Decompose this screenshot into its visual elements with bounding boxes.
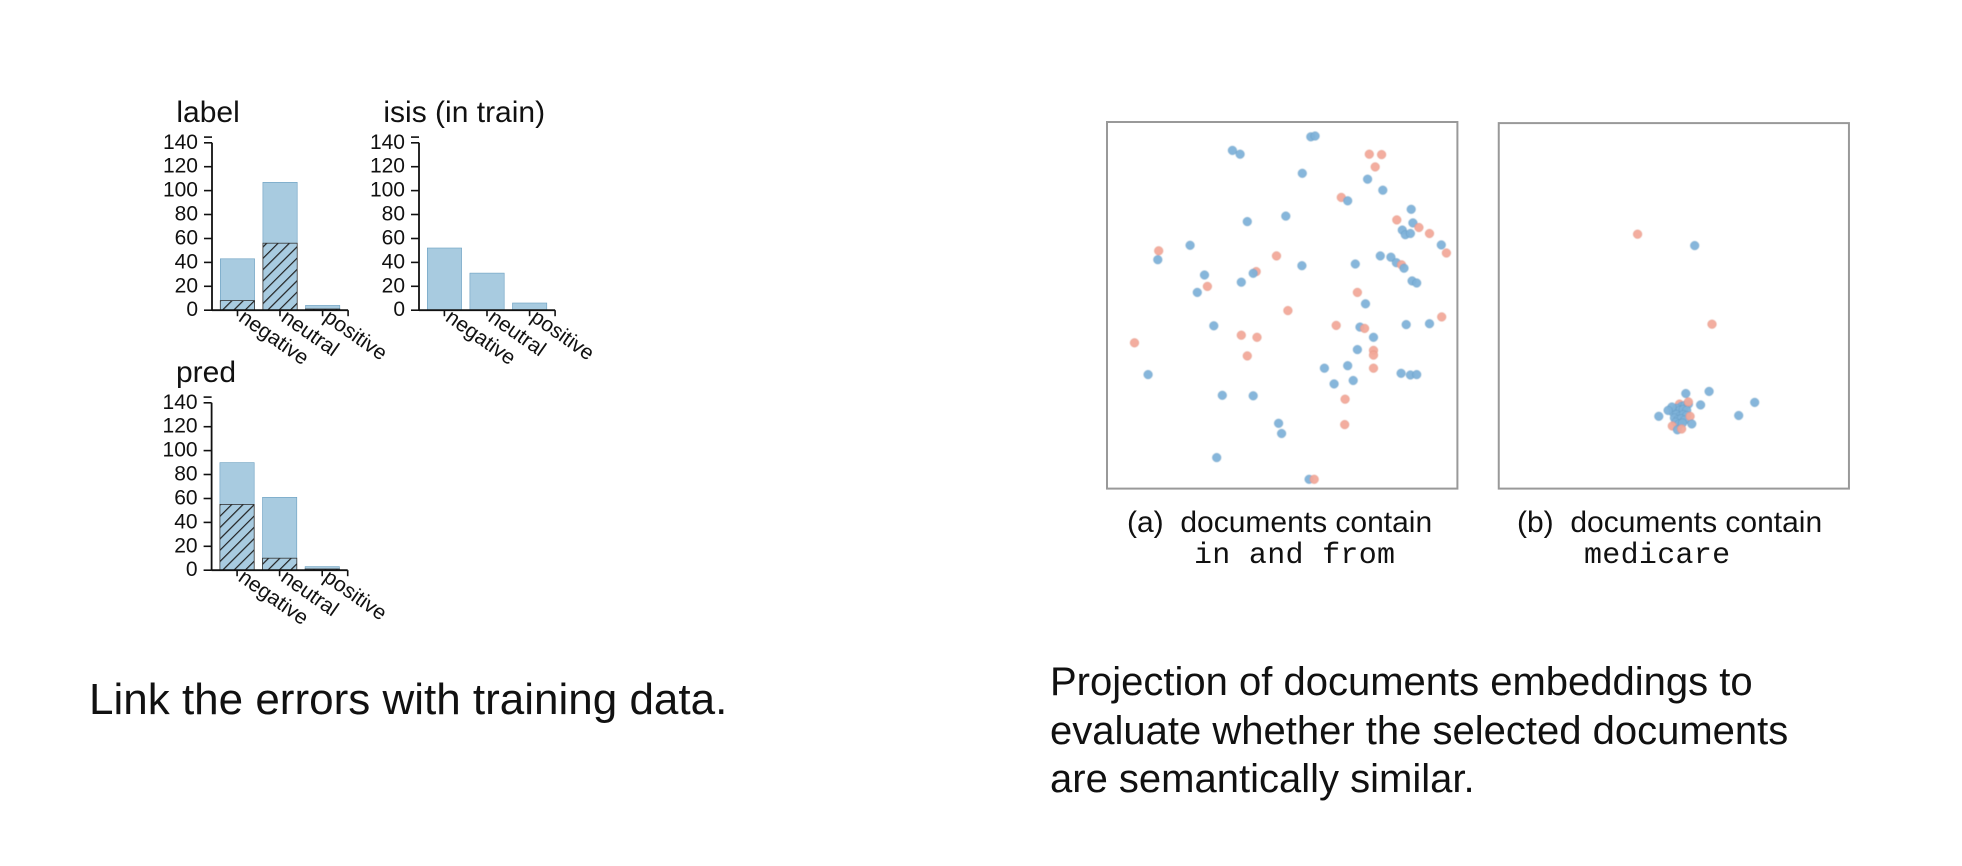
svg-text:20: 20	[382, 274, 405, 297]
svg-text:120: 120	[370, 155, 405, 178]
svg-text:Projection of documents embedd: Projection of documents embeddings to	[1050, 660, 1753, 704]
svg-text:40: 40	[174, 510, 197, 533]
svg-text:medicare: medicare	[1584, 539, 1730, 573]
svg-text:60: 60	[175, 227, 198, 250]
svg-text:pred: pred	[176, 356, 236, 389]
svg-text:are semantically similar.: are semantically similar.	[1050, 757, 1475, 801]
svg-text:80: 80	[382, 203, 405, 226]
svg-text:isis (in train): isis (in train)	[383, 96, 545, 129]
svg-text:0: 0	[393, 298, 405, 321]
svg-text:80: 80	[175, 203, 198, 226]
svg-text:140: 140	[370, 131, 405, 154]
svg-text:20: 20	[175, 274, 198, 297]
svg-text:60: 60	[174, 487, 197, 510]
svg-text:100: 100	[163, 439, 198, 462]
svg-text:40: 40	[382, 250, 405, 273]
svg-text:120: 120	[163, 415, 198, 438]
svg-text:0: 0	[186, 558, 198, 581]
svg-text:(b) documents contain: (b) documents contain	[1517, 506, 1822, 539]
svg-text:label: label	[176, 96, 239, 129]
svg-text:(a) documents contain: (a) documents contain	[1127, 506, 1432, 539]
svg-text:in and from: in and from	[1194, 539, 1395, 573]
svg-text:140: 140	[163, 131, 198, 154]
svg-text:40: 40	[175, 250, 198, 273]
svg-text:Link the errors with training: Link the errors with training data.	[89, 675, 727, 724]
svg-text:80: 80	[174, 463, 197, 486]
svg-text:140: 140	[163, 391, 198, 414]
svg-text:evaluate whether the selected: evaluate whether the selected documents	[1050, 709, 1788, 753]
svg-text:0: 0	[186, 298, 198, 321]
svg-text:120: 120	[163, 155, 198, 178]
svg-text:60: 60	[382, 227, 405, 250]
svg-text:100: 100	[163, 179, 198, 202]
svg-text:20: 20	[174, 534, 197, 557]
svg-text:100: 100	[370, 179, 405, 202]
